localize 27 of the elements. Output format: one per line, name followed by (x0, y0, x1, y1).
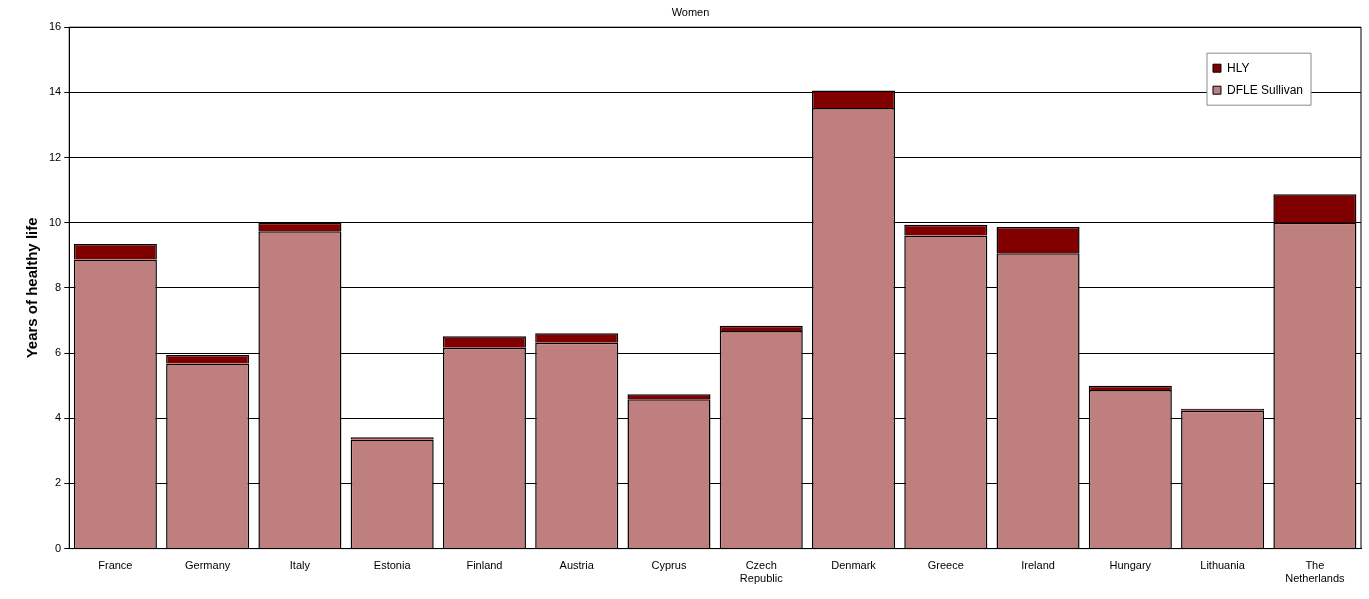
y-tick-label: 16 (48, 20, 62, 33)
legend-label: DFLE Sullivan (1226, 82, 1303, 97)
y-tick-label: 6 (55, 346, 62, 359)
x-tick-label: The Netherlands (1285, 559, 1346, 585)
y-tick-label: 8 (55, 280, 62, 293)
y-tick-label: 4 (55, 411, 62, 424)
y-tick-label: 12 (48, 150, 62, 163)
x-tick-label: Estonia (373, 559, 412, 572)
x-tick-label: France (98, 559, 133, 572)
x-tick-label: Hungary (1109, 559, 1152, 572)
x-tick-label: Ireland (1021, 559, 1055, 572)
x-tick-label: Czech Republic (739, 559, 784, 585)
y-axis-title: Years of healthy life (23, 217, 41, 359)
y-tick-label: 10 (48, 215, 62, 228)
x-tick-label: Austria (559, 559, 595, 572)
y-tick-label: 14 (48, 85, 62, 98)
x-tick-label: Denmark (831, 559, 877, 572)
x-tick-label: Finland (466, 559, 503, 572)
x-tick-label: Cyprus (651, 559, 687, 572)
x-tick-label: Italy (289, 559, 311, 572)
y-tick-label: 2 (55, 476, 62, 489)
y-tick-label: 0 (55, 541, 62, 554)
x-tick-label: Greece (927, 559, 964, 572)
x-tick-label: Lithuania (1200, 559, 1246, 572)
legend-label: HLY (1226, 60, 1250, 75)
chart-title: Women (671, 5, 710, 18)
x-tick-label: Germany (185, 559, 231, 572)
